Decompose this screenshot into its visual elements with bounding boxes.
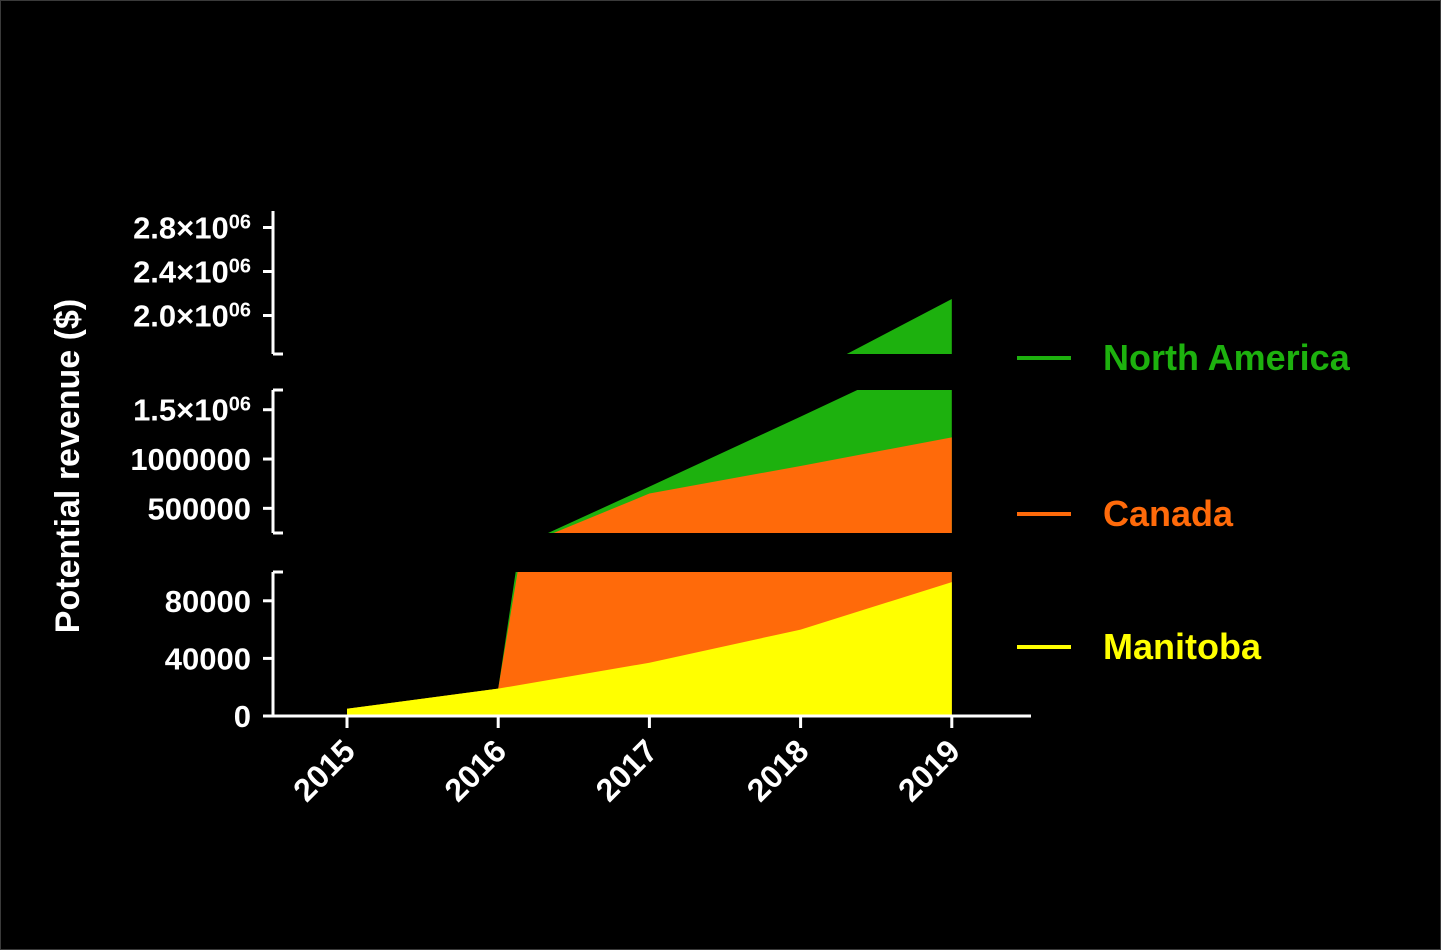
- x-tick-label: 2019: [891, 732, 967, 808]
- area-canada-seg1: [347, 437, 952, 533]
- y-tick-label: 2.4×1006: [133, 255, 251, 290]
- area-layer: [347, 299, 952, 716]
- legend: North America Canada Manitoba: [1017, 337, 1351, 667]
- area-north-america-seg2: [347, 299, 952, 354]
- area-manitoba-seg1: [347, 533, 952, 557]
- y-tick-label: 0: [234, 699, 251, 734]
- legend-label: North America: [1103, 337, 1351, 378]
- x-tick-label: 2017: [589, 732, 665, 808]
- y-axis-label: Potential revenue ($): [49, 299, 87, 633]
- legend-label: Manitoba: [1103, 626, 1262, 667]
- y-tick-label: 2.0×1006: [133, 299, 251, 334]
- y-tick-label: 80000: [165, 584, 251, 619]
- legend-label: Canada: [1103, 493, 1234, 534]
- axes-layer: 0 40000 80000 500000 1000000 1.5×1006 2.0×1006…: [130, 211, 1031, 808]
- y-tick-label: 500000: [148, 491, 251, 526]
- area-manitoba-seg0: [347, 582, 952, 716]
- x-tick-label: 2016: [437, 732, 513, 808]
- x-tick-label: 2018: [740, 732, 816, 808]
- y-tick-label: 40000: [165, 641, 251, 676]
- y-tick-label: 2.8×1006: [133, 211, 251, 246]
- area-canada-seg0: [347, 572, 952, 716]
- x-tick-label: 2015: [286, 732, 362, 808]
- y-tick-label: 1.5×1006: [133, 393, 251, 428]
- y-tick-label: 1000000: [130, 442, 251, 477]
